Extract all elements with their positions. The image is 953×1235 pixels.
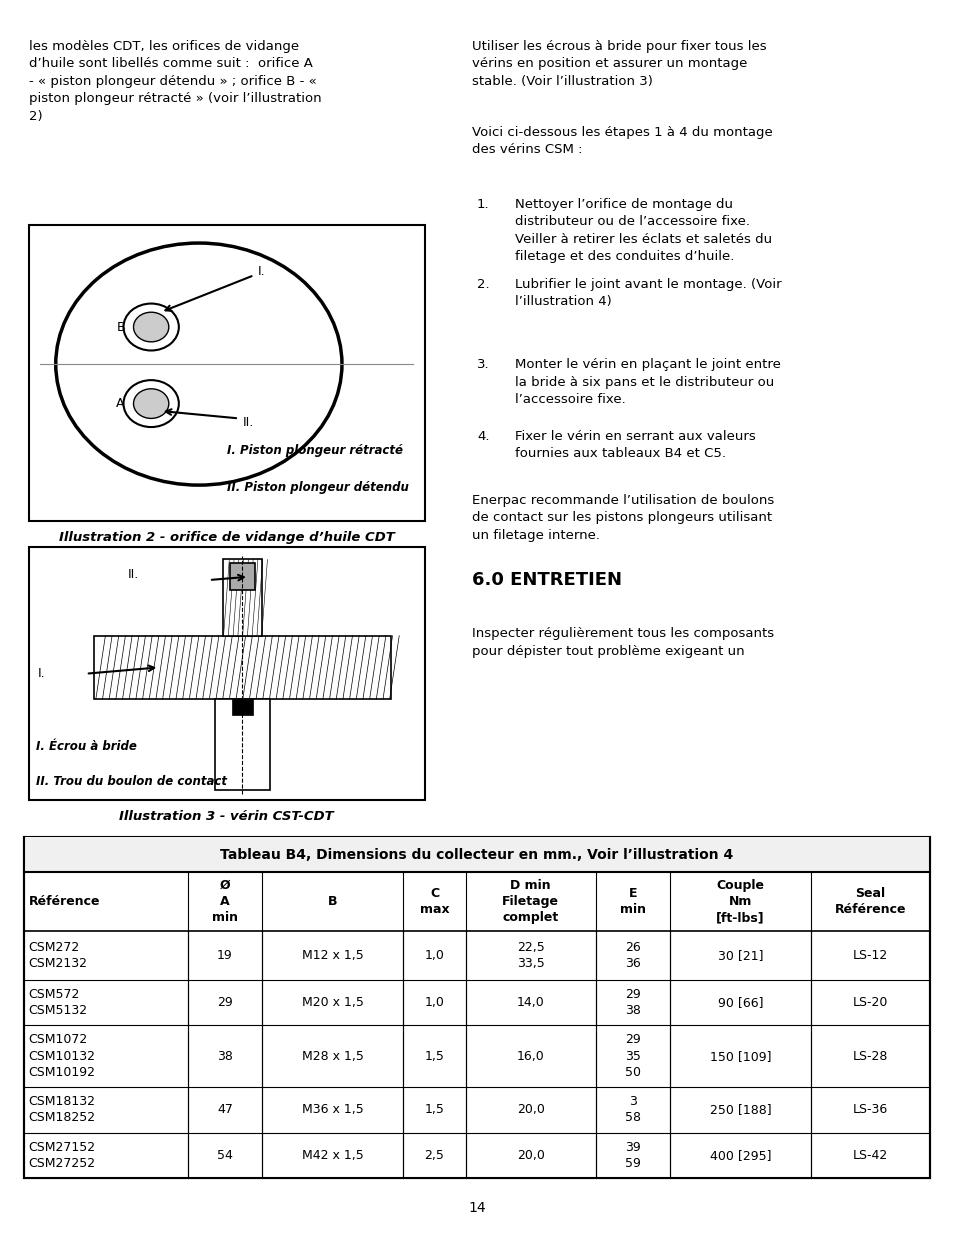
Text: C
max: C max <box>419 887 449 916</box>
Bar <box>230 563 255 590</box>
Text: 1,0: 1,0 <box>424 995 444 1009</box>
Text: I. Écrou à bride: I. Écrou à bride <box>36 740 137 753</box>
Text: Référence: Référence <box>29 895 100 908</box>
Text: Utiliser les écrous à bride pour fixer tous les
vérins en position et assurer un: Utiliser les écrous à bride pour fixer t… <box>472 40 766 88</box>
Text: 14,0: 14,0 <box>517 995 544 1009</box>
Text: LS-12: LS-12 <box>852 948 887 962</box>
Text: LS-36: LS-36 <box>852 1103 887 1116</box>
Text: Couple
Nm
[ft-lbs]: Couple Nm [ft-lbs] <box>716 879 764 924</box>
Text: II. Trou du boulon de contact: II. Trou du boulon de contact <box>36 774 227 788</box>
Text: 1,0: 1,0 <box>424 948 444 962</box>
Text: Seal
Référence: Seal Référence <box>834 887 905 916</box>
Bar <box>93 636 391 699</box>
Text: Voici ci-dessous les étapes 1 à 4 du montage
des vérins CSM :: Voici ci-dessous les étapes 1 à 4 du mon… <box>472 126 772 157</box>
Text: 4.: 4. <box>476 430 489 443</box>
Text: 47: 47 <box>216 1103 233 1116</box>
Ellipse shape <box>123 380 178 427</box>
Text: 22,5
33,5: 22,5 33,5 <box>517 941 544 971</box>
Text: 16,0: 16,0 <box>517 1050 544 1062</box>
Text: LS-28: LS-28 <box>852 1050 887 1062</box>
Ellipse shape <box>133 312 169 342</box>
Text: 1,5: 1,5 <box>424 1050 444 1062</box>
Text: II.: II. <box>242 416 253 429</box>
Text: 20,0: 20,0 <box>517 1103 544 1116</box>
Text: 39
59: 39 59 <box>624 1141 640 1170</box>
Text: 19: 19 <box>217 948 233 962</box>
Text: 400 [295]: 400 [295] <box>709 1149 770 1162</box>
Text: 150 [109]: 150 [109] <box>709 1050 770 1062</box>
Text: Lubrifier le joint avant le montage. (Voir
l’illustration 4): Lubrifier le joint avant le montage. (Vo… <box>515 278 781 309</box>
Text: B: B <box>116 321 125 333</box>
Text: M28 x 1,5: M28 x 1,5 <box>301 1050 363 1062</box>
Text: M36 x 1,5: M36 x 1,5 <box>301 1103 363 1116</box>
Text: LS-42: LS-42 <box>852 1149 887 1162</box>
Text: D min
Filetage
complet: D min Filetage complet <box>502 879 558 924</box>
Text: CSM572
CSM5132: CSM572 CSM5132 <box>29 988 88 1018</box>
Text: 1,5: 1,5 <box>424 1103 444 1116</box>
Text: CSM1072
CSM10132
CSM10192: CSM1072 CSM10132 CSM10192 <box>29 1032 95 1079</box>
Ellipse shape <box>123 304 178 351</box>
Text: 20,0: 20,0 <box>517 1149 544 1162</box>
Text: Nettoyer l’orifice de montage du
distributeur ou de l’accessoire fixe.
Veiller à: Nettoyer l’orifice de montage du distrib… <box>515 198 772 263</box>
Text: 2.: 2. <box>476 278 489 291</box>
Text: 29
35
50: 29 35 50 <box>624 1032 640 1079</box>
Text: Monter le vérin en plaçant le joint entre
la bride à six pans et le distributeur: Monter le vérin en plaçant le joint entr… <box>515 358 781 406</box>
Text: Ø
A
min: Ø A min <box>212 879 237 924</box>
Text: Illustration 2 - orifice de vidange d’huile CDT: Illustration 2 - orifice de vidange d’hu… <box>59 531 394 545</box>
Text: LS-20: LS-20 <box>852 995 887 1009</box>
Text: Enerpac recommande l’utilisation de boulons
de contact sur les pistons plongeurs: Enerpac recommande l’utilisation de boul… <box>472 494 774 542</box>
Bar <box>214 699 270 790</box>
Text: CSM272
CSM2132: CSM272 CSM2132 <box>29 941 88 971</box>
Text: M12 x 1,5: M12 x 1,5 <box>301 948 363 962</box>
Text: Tableau B4, Dimensions du collecteur en mm., Voir l’illustration 4: Tableau B4, Dimensions du collecteur en … <box>220 847 733 862</box>
Text: E
min: E min <box>619 887 645 916</box>
Text: II. Piston plongeur détendu: II. Piston plongeur détendu <box>226 480 408 494</box>
Text: CSM27152
CSM27252: CSM27152 CSM27252 <box>29 1141 95 1170</box>
Text: 1.: 1. <box>476 198 489 211</box>
Text: 6.0 ENTRETIEN: 6.0 ENTRETIEN <box>472 571 621 589</box>
Text: I. Piston plongeur rétracté: I. Piston plongeur rétracté <box>226 443 402 457</box>
Text: 30 [21]: 30 [21] <box>717 948 762 962</box>
Bar <box>29 225 424 521</box>
Text: 26
36: 26 36 <box>624 941 640 971</box>
Text: 3.: 3. <box>476 358 489 372</box>
Text: 29
38: 29 38 <box>624 988 640 1018</box>
Ellipse shape <box>55 243 341 485</box>
Text: Illustration 3 - vérin CST-CDT: Illustration 3 - vérin CST-CDT <box>119 810 334 824</box>
Text: 250 [188]: 250 [188] <box>709 1103 770 1116</box>
Text: Inspecter régulièrement tous les composants
pour dépister tout problème exigeant: Inspecter régulièrement tous les composa… <box>472 627 774 658</box>
Bar <box>232 699 253 715</box>
Bar <box>24 837 929 1178</box>
Bar <box>24 837 929 872</box>
Text: M42 x 1,5: M42 x 1,5 <box>301 1149 363 1162</box>
Text: I.: I. <box>38 667 46 680</box>
Text: 90 [66]: 90 [66] <box>717 995 762 1009</box>
Text: 29: 29 <box>217 995 233 1009</box>
Ellipse shape <box>133 389 169 419</box>
Text: 2,5: 2,5 <box>424 1149 444 1162</box>
Text: 38: 38 <box>216 1050 233 1062</box>
Text: Fixer le vérin en serrant aux valeurs
fournies aux tableaux B4 et C5.: Fixer le vérin en serrant aux valeurs fo… <box>515 430 755 461</box>
Text: 14: 14 <box>468 1200 485 1215</box>
Text: les modèles CDT, les orifices de vidange
d’huile sont libellés comme suit :  ori: les modèles CDT, les orifices de vidange… <box>29 40 321 122</box>
Bar <box>29 547 424 800</box>
Text: 3
58: 3 58 <box>624 1095 640 1125</box>
Text: I.: I. <box>257 266 265 278</box>
Text: II.: II. <box>128 568 139 582</box>
Text: M20 x 1,5: M20 x 1,5 <box>301 995 363 1009</box>
Text: A: A <box>116 398 125 410</box>
Text: 54: 54 <box>216 1149 233 1162</box>
Text: B: B <box>328 895 337 908</box>
Text: CSM18132
CSM18252: CSM18132 CSM18252 <box>29 1095 95 1125</box>
Bar <box>222 559 262 636</box>
